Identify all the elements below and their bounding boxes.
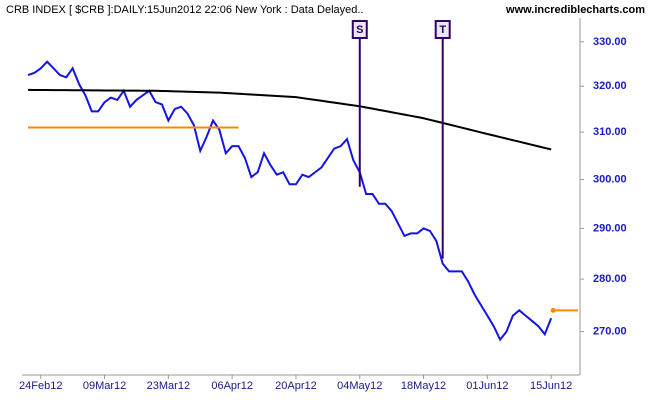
- last-price-dot: [550, 307, 556, 313]
- source-label: www.incrediblecharts.com: [505, 4, 645, 16]
- annotation-label: S: [356, 24, 363, 36]
- annotation-box: [434, 20, 451, 39]
- y-tick-label: 280.00: [593, 273, 627, 285]
- y-tick-label: 330.00: [593, 36, 627, 48]
- x-tick-label: 09Mar12: [83, 380, 126, 392]
- line-series: [27, 60, 553, 342]
- line-series: [27, 88, 552, 151]
- y-tick-label: 300.00: [593, 173, 627, 185]
- x-tick-label: 01Jun12: [466, 380, 508, 392]
- chart-title: CRB INDEX [ $CRB ]:DAILY:15Jun2012 22:06…: [6, 4, 363, 16]
- x-tick-label: 04May12: [337, 380, 382, 392]
- annotation-label: T: [439, 24, 446, 36]
- x-tick-label: 20Apr12: [275, 380, 317, 392]
- x-tick-label: 06Apr12: [211, 380, 253, 392]
- x-tick-label: 23Mar12: [147, 380, 190, 392]
- y-tick-label: 310.00: [593, 126, 627, 138]
- y-tick-label: 290.00: [593, 222, 627, 234]
- y-tick-label: 320.00: [593, 80, 627, 92]
- x-tick-label: 24Feb12: [19, 380, 62, 392]
- x-tick-label: 18May12: [401, 380, 446, 392]
- annotation-box: [351, 20, 368, 39]
- x-tick-label: 15Jun12: [530, 380, 572, 392]
- y-tick-label: 270.00: [593, 325, 627, 337]
